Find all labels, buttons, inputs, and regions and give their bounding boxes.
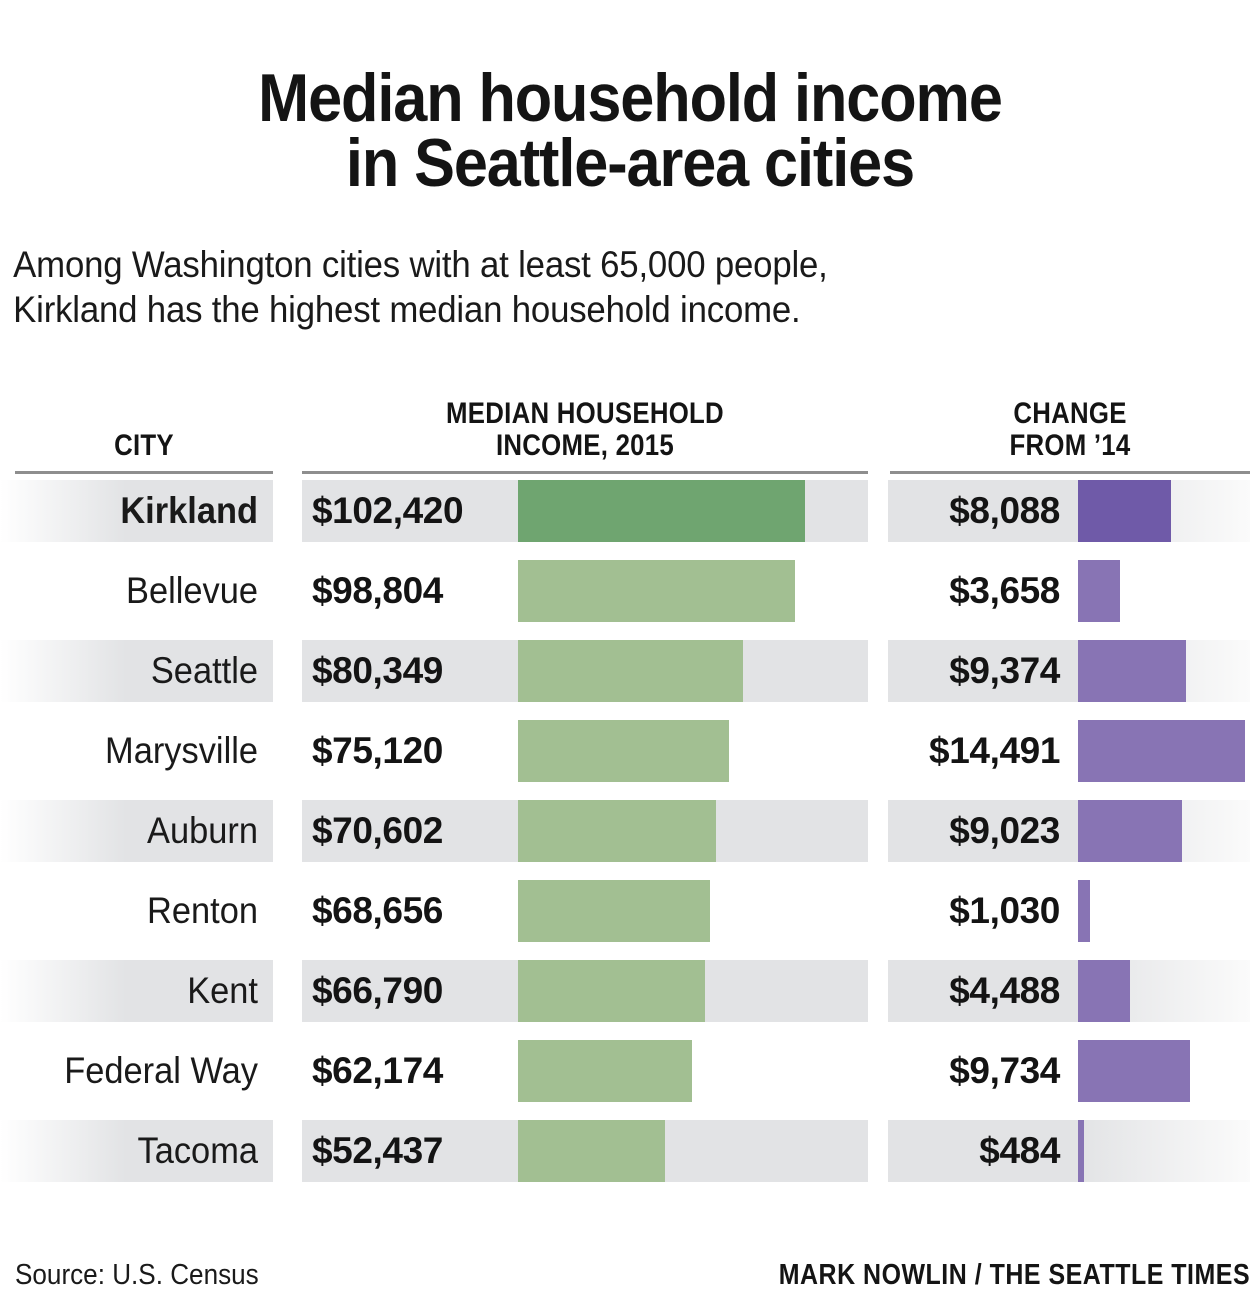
income-bar [518, 1040, 692, 1103]
income-bar [518, 560, 795, 623]
change-value: $9,023 [949, 810, 1060, 852]
row-band-change [888, 1120, 1250, 1183]
change-value: $9,734 [949, 1050, 1060, 1092]
headline-line-2: in Seattle-area cities [345, 124, 915, 201]
headline-line-1: Median household income [258, 59, 1003, 136]
change-bar [1078, 480, 1171, 543]
income-value: $62,174 [312, 1050, 443, 1092]
change-value: $4,488 [949, 970, 1060, 1012]
column-header-change-line-1: CHANGE [1013, 396, 1127, 430]
change-bar [1078, 720, 1245, 783]
column-header-change: CHANGE FROM ’14 [915, 396, 1225, 463]
income-value: $66,790 [312, 970, 443, 1012]
credit-note: MARK NOWLIN / THE SEATTLE TIMES [778, 1258, 1250, 1291]
chart-rows: Kirkland $102,420 $8,088 Bellevue $98,804 $3,… [0, 480, 1260, 1200]
income-bar [518, 640, 743, 703]
row-band-city [0, 800, 273, 863]
page-title: Median household income in Seattle-area … [63, 46, 1197, 197]
change-bar [1078, 560, 1120, 623]
city-label: Seattle [150, 650, 258, 692]
row-band-city [0, 960, 273, 1023]
table-row[interactable]: Bellevue $98,804 $3,658 [0, 560, 1260, 640]
infographic-page: Median household income in Seattle-area … [0, 46, 1260, 1306]
subhead-line-1: Among Washington cities with at least 65… [13, 244, 828, 286]
table-row[interactable]: Auburn $70,602 $9,023 [0, 800, 1260, 880]
header-rule-city [15, 471, 273, 475]
subhead-line-2: Kirkland has the highest median househol… [13, 289, 801, 331]
city-label: Tacoma [137, 1130, 258, 1172]
change-value: $9,374 [949, 650, 1060, 692]
row-band-change [888, 640, 1250, 703]
row-band-city [0, 480, 273, 543]
column-headers: CITY MEDIAN HOUSEHOLD INCOME, 2015 CHANG… [0, 362, 1260, 475]
table-row[interactable]: Federal Way $62,174 $9,734 [0, 1040, 1260, 1120]
income-value: $52,437 [312, 1130, 443, 1172]
column-header-change-line-2: FROM ’14 [1009, 428, 1131, 462]
change-value: $3,658 [949, 570, 1060, 612]
change-value: $14,491 [929, 730, 1060, 772]
income-bar [518, 880, 710, 943]
income-value: $102,420 [312, 490, 464, 532]
page-subtitle: Among Washington cities with at least 65… [0, 242, 1184, 332]
column-header-city-line-2: CITY [114, 428, 174, 462]
change-bar [1078, 800, 1182, 863]
change-bar [1078, 880, 1090, 943]
change-bar [1078, 1040, 1190, 1103]
city-label: Kent [187, 970, 258, 1012]
income-bar [518, 800, 716, 863]
city-label: Kirkland [120, 490, 258, 532]
change-bar [1078, 960, 1130, 1023]
table-row[interactable]: Kirkland $102,420 $8,088 [0, 480, 1260, 560]
change-value: $8,088 [949, 490, 1060, 532]
change-value: $484 [979, 1130, 1060, 1172]
income-bar [518, 1120, 665, 1183]
table-row[interactable]: Renton $68,656 $1,030 [0, 880, 1260, 960]
income-bar [518, 480, 805, 543]
row-band-city [0, 640, 273, 703]
change-bar [1078, 640, 1186, 703]
city-label: Marysville [105, 730, 258, 772]
source-note: Source: U.S. Census [15, 1258, 259, 1291]
header-rule-income [302, 471, 868, 475]
row-band-change [888, 960, 1250, 1023]
table-row[interactable]: Tacoma $52,437 $484 [0, 1120, 1260, 1200]
change-bar [1078, 1120, 1084, 1183]
change-value: $1,030 [949, 890, 1060, 932]
income-bar [518, 960, 705, 1023]
table-row[interactable]: Kent $66,790 $4,488 [0, 960, 1260, 1040]
row-band-change [888, 480, 1250, 543]
row-band-change [888, 800, 1250, 863]
city-label: Renton [147, 890, 258, 932]
header-rule-change [890, 471, 1250, 475]
column-header-income-line-1: MEDIAN HOUSEHOLD [446, 396, 724, 430]
income-value: $68,656 [312, 890, 443, 932]
income-bar [518, 720, 729, 783]
column-header-income-line-2: INCOME, 2015 [495, 428, 675, 462]
income-value: $75,120 [312, 730, 443, 772]
table-row[interactable]: Seattle $80,349 $9,374 [0, 640, 1260, 720]
income-value: $70,602 [312, 810, 443, 852]
income-value: $80,349 [312, 650, 443, 692]
footer: Source: U.S. Census MARK NOWLIN / THE SE… [0, 1246, 1260, 1292]
city-label: Federal Way [64, 1050, 258, 1092]
column-header-city: CITY [33, 428, 255, 462]
row-band-city [0, 1120, 273, 1183]
table-row[interactable]: Marysville $75,120 $14,491 [0, 720, 1260, 800]
city-label: Auburn [147, 810, 258, 852]
income-value: $98,804 [312, 570, 443, 612]
column-header-income: MEDIAN HOUSEHOLD INCOME, 2015 [342, 396, 829, 463]
city-label: Bellevue [125, 570, 258, 612]
